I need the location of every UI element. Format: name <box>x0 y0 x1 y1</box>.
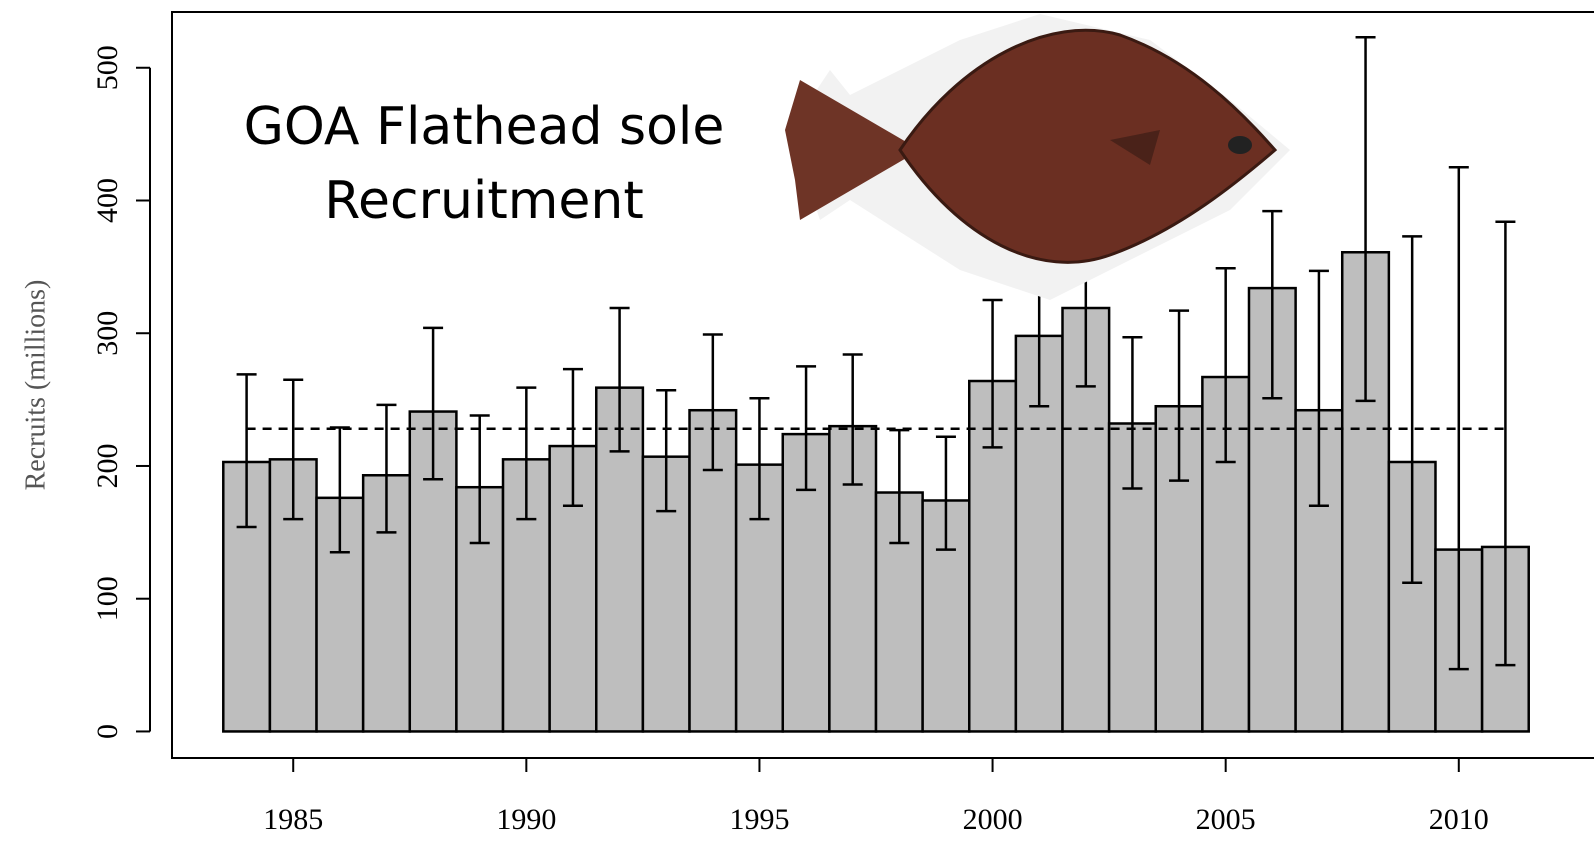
y-axis-label: Recruits (millions) <box>20 280 51 491</box>
y-tick-label: 0 <box>91 724 124 739</box>
error-bar <box>329 426 350 554</box>
fish-eye <box>1228 136 1252 154</box>
annotation: GOA Flathead sole <box>244 97 725 157</box>
fish-tail <box>785 80 920 220</box>
fish-body <box>898 28 1278 264</box>
error-bar <box>609 306 630 453</box>
error-bar <box>516 386 537 521</box>
error-bar <box>236 373 257 529</box>
error-bar <box>656 389 677 513</box>
annotation: Recruitment <box>324 171 644 231</box>
error-bar <box>1448 166 1469 671</box>
error-bar <box>1262 209 1283 400</box>
y-tick-label: 100 <box>91 576 124 621</box>
error-bar <box>1169 309 1190 482</box>
error-bar <box>1122 335 1143 490</box>
error-bar <box>1495 220 1516 667</box>
error-bar <box>562 367 583 508</box>
error-bar <box>1402 235 1423 585</box>
fish-illustration <box>785 14 1290 300</box>
y-tick-label: 500 <box>91 45 124 90</box>
error-bar <box>376 403 397 534</box>
x-tick-label: 2000 <box>963 803 1023 836</box>
x-tick-label: 2005 <box>1196 803 1256 836</box>
error-bar <box>1215 266 1236 464</box>
error-bar <box>889 428 910 545</box>
y-tick-label: 200 <box>91 443 124 488</box>
x-tick-label: 1985 <box>263 803 323 836</box>
error-bar <box>842 353 863 486</box>
x-tick-label: 1990 <box>496 803 556 836</box>
y-tick-label: 400 <box>91 178 124 223</box>
error-bar <box>749 397 770 521</box>
y-tick-label: 300 <box>91 311 124 356</box>
error-bar <box>935 435 956 551</box>
error-bar <box>423 326 444 481</box>
x-tick-label: 2010 <box>1429 803 1489 836</box>
error-bar <box>796 365 817 492</box>
error-bar <box>702 333 723 472</box>
error-bar <box>283 378 304 521</box>
fish-fin <box>1110 130 1160 165</box>
error-bar <box>1308 269 1329 508</box>
x-tick-label: 1995 <box>729 803 789 836</box>
error-bar <box>469 414 490 545</box>
error-bar <box>1355 35 1376 403</box>
bar <box>968 379 1018 733</box>
error-bar <box>982 298 1003 449</box>
